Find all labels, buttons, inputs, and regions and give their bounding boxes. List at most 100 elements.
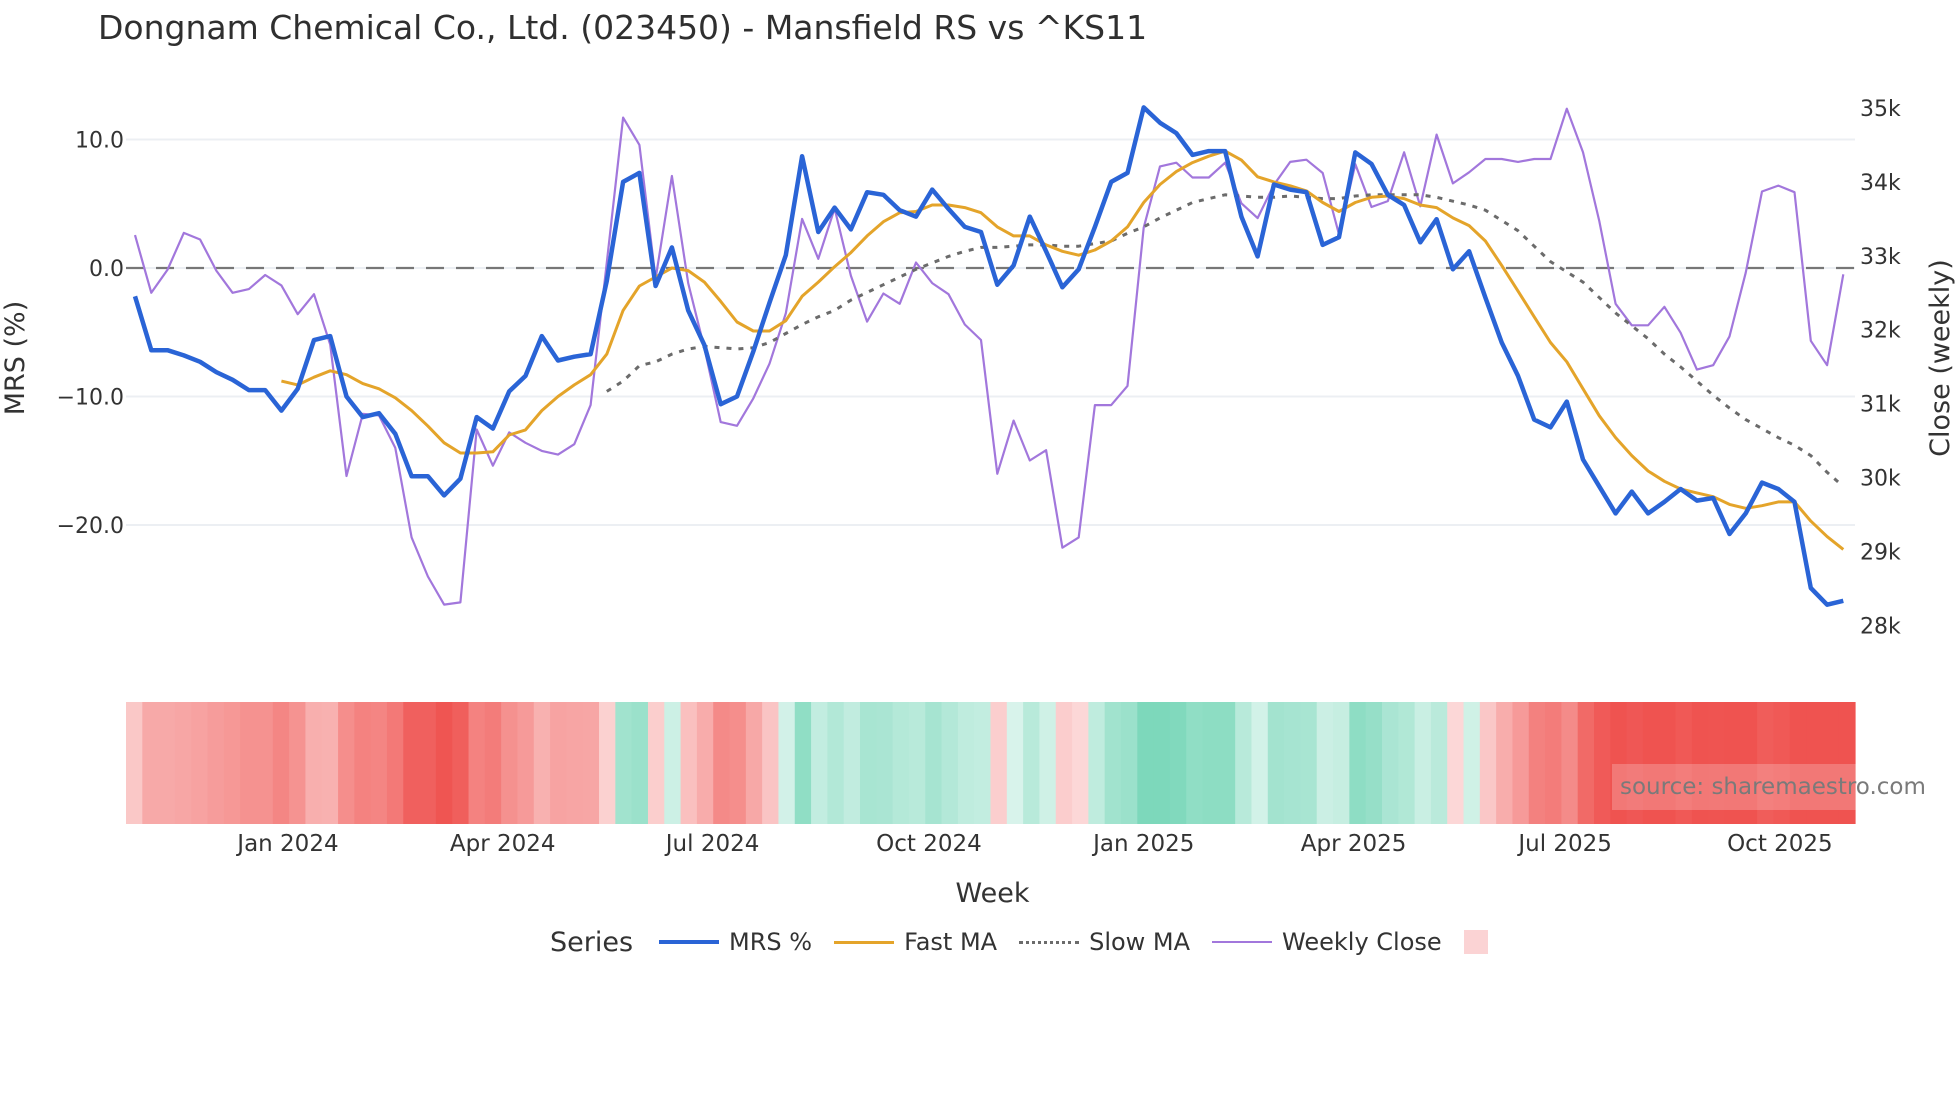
heatmap-cell: [1072, 702, 1089, 824]
heatmap-cell: [484, 702, 502, 824]
legend-item-fast-ma[interactable]: Fast MA: [834, 928, 997, 956]
heatmap-cell: [615, 702, 633, 824]
legend: Series MRS % Fast MA Slow MA Weekly Clos…: [550, 920, 1510, 964]
heatmap-cell: [1284, 702, 1302, 824]
heatmap-cell: [126, 702, 143, 824]
plot-series: [132, 105, 1845, 607]
source-watermark: source: sharemaestro.com: [1612, 764, 1926, 810]
series-fast-ma-line: [281, 149, 1845, 551]
heatmap-cell: [990, 702, 1008, 824]
series-mrs-line: [132, 105, 1844, 607]
legend-item-weekly-close[interactable]: Weekly Close: [1212, 928, 1442, 956]
heatmap-cell: [843, 702, 861, 824]
heatmap-cell: [386, 702, 404, 824]
heatmap-cell: [1218, 702, 1236, 824]
heatmap-cell: [501, 702, 519, 824]
legend-line-fast-ma-icon: [834, 940, 895, 944]
legend-line-weekly-close-icon: [1212, 941, 1273, 943]
heatmap-cell: [696, 702, 714, 824]
heatmap-cell: [1822, 702, 1840, 824]
y2-tick-label: 31k: [1860, 393, 1901, 418]
heatmap-cell: [1365, 702, 1383, 824]
heatmap-cell: [908, 702, 926, 824]
legend-item-heatmap[interactable]: [1463, 930, 1488, 954]
legend-item-slow-ma[interactable]: Slow MA: [1019, 928, 1190, 956]
legend-box-heatmap-icon: [1463, 930, 1488, 954]
heatmap-cell: [1023, 702, 1041, 824]
heatmap-cell: [1545, 702, 1562, 824]
x-tick-label: Jan 2025: [1091, 831, 1194, 857]
x-axis: Jan 2024 Apr 2024 Jul 2024 Oct 2024 Jan 2025…: [235, 831, 1832, 857]
y-axis-left: 10.0 0.0 −10.0 −20.0: [57, 129, 124, 540]
heatmap-cell: [289, 702, 307, 824]
heatmap-cell: [1055, 702, 1073, 824]
heatmap-cell: [680, 702, 698, 824]
y2-tick-label: 30k: [1860, 467, 1901, 492]
legend-title: Series: [550, 926, 634, 958]
heatmap-cell: [1235, 702, 1253, 824]
heatmap-cell: [1186, 702, 1204, 824]
y-tick-label: −10.0: [57, 386, 124, 411]
heatmap-cell: [631, 702, 649, 824]
heatmap-cell: [1773, 702, 1791, 824]
y2-axis-label: Close (weekly): [1925, 259, 1956, 457]
x-tick-label: Jul 2025: [1516, 831, 1612, 857]
heatmap-cell: [860, 702, 877, 824]
heatmap-cell: [256, 702, 274, 824]
legend-line-slow-ma-icon: [1019, 940, 1080, 944]
y2-tick-label: 32k: [1860, 319, 1901, 344]
heatmap-cell: [517, 702, 535, 824]
chart-title: Dongnam Chemical Co., Ltd. (023450) - Ma…: [98, 8, 1148, 47]
heatmap-cell: [566, 702, 584, 824]
heatmap-cell: [1267, 702, 1285, 824]
heatmap-cell: [338, 702, 355, 824]
series-slow-ma-line: [605, 193, 1845, 488]
heatmap-cell: [974, 702, 992, 824]
y-tick-label: 0.0: [89, 257, 124, 282]
heatmap-cell: [1496, 702, 1514, 824]
heatmap-cell: [174, 702, 192, 824]
series-weekly-close-line: [133, 107, 1845, 606]
heatmap-cell: [1806, 702, 1823, 824]
y-tick-label: −20.0: [57, 514, 124, 539]
heatmap-cell: [745, 702, 763, 824]
heatmap-cell: [435, 702, 453, 824]
gridlines: [126, 138, 1855, 526]
heatmap-cell: [1300, 702, 1318, 824]
y-tick-label: 10.0: [75, 129, 124, 154]
heatmap-cell: [1724, 702, 1742, 824]
y2-tick-label: 34k: [1860, 171, 1901, 196]
heatmap-cell: [892, 702, 910, 824]
y-axis-right: 35k 34k 33k 32k 31k 30k 29k 28k: [1860, 97, 1901, 639]
x-tick-label: Jul 2024: [664, 831, 760, 857]
heatmap-cell: [1120, 702, 1138, 824]
heatmap-cell: [1381, 702, 1399, 824]
heatmap-cell: [778, 702, 796, 824]
heatmap-cell: [207, 702, 225, 824]
heatmap-cell: [941, 702, 959, 824]
heatmap-cell: [142, 702, 160, 824]
y-axis-label: MRS (%): [0, 301, 31, 416]
heatmap-cell: [191, 702, 209, 824]
heatmap-cell: [1316, 702, 1334, 824]
heatmap-cell: [582, 702, 600, 824]
heatmap-cell: [533, 702, 551, 824]
regime-heatmap-strip: [126, 702, 1856, 824]
heatmap-cell: [223, 702, 241, 824]
heatmap-cell: [599, 702, 616, 824]
heatmap-cell: [468, 702, 486, 824]
heatmap-cell: [762, 702, 780, 824]
heatmap-cell: [1528, 702, 1546, 824]
x-axis-label: Week: [955, 878, 1030, 909]
heatmap-cell: [158, 702, 176, 824]
heatmap-cell: [1088, 702, 1106, 824]
heatmap-cell: [1104, 702, 1122, 824]
heatmap-cell: [272, 702, 290, 824]
heatmap-cell: [1691, 702, 1709, 824]
heatmap-cell: [1610, 702, 1628, 824]
heatmap-cell: [1153, 702, 1171, 824]
heatmap-cell: [1349, 702, 1367, 824]
legend-item-mrs[interactable]: MRS %: [659, 928, 812, 956]
heatmap-cell: [729, 702, 747, 824]
